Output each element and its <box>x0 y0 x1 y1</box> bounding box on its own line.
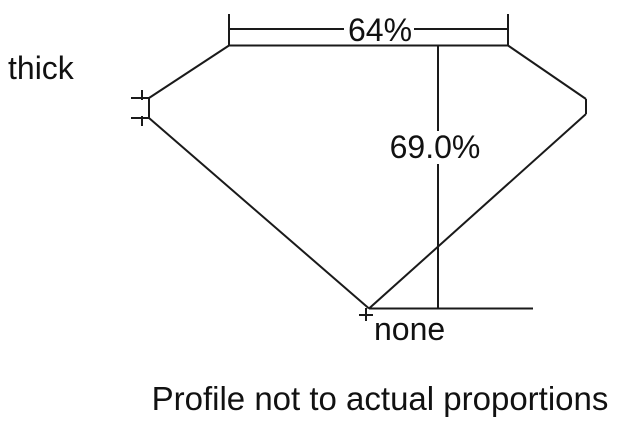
crown-facet-right-line <box>507 44 587 100</box>
culet-label: none <box>374 311 446 347</box>
crown-facet-left-line <box>148 44 230 99</box>
proportions-note: Profile not to actual proportions <box>151 380 609 417</box>
pavilion-facet-right-line <box>368 113 587 310</box>
pavilion-facet-left-line <box>148 117 370 310</box>
girdle-thickness-label: thick <box>8 50 74 86</box>
table-width-value: 64% <box>347 12 413 48</box>
total-depth-value: 69.0% <box>389 129 481 165</box>
